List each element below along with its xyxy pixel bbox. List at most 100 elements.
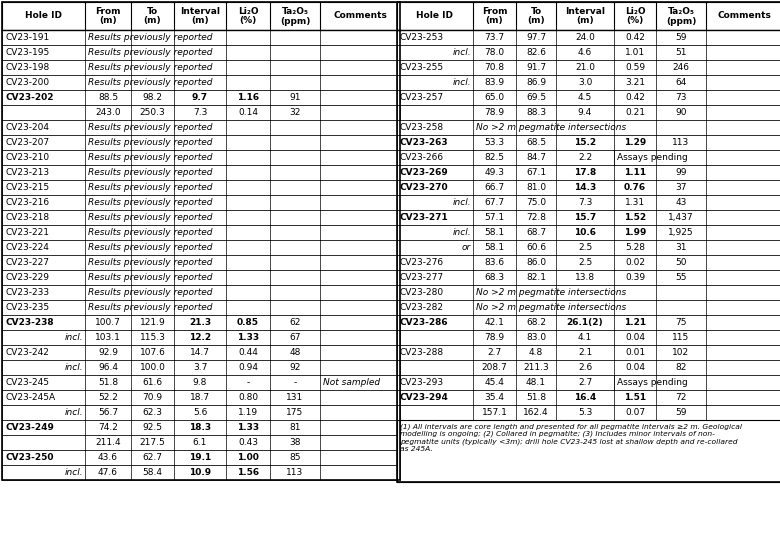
Text: 68.7: 68.7: [526, 228, 546, 237]
Text: 84.7: 84.7: [526, 153, 546, 162]
Text: Results previously reported: Results previously reported: [88, 153, 212, 162]
Text: 50: 50: [675, 258, 686, 267]
Text: CV23-200: CV23-200: [5, 78, 49, 87]
Text: 115: 115: [672, 333, 690, 342]
Text: incl.: incl.: [65, 408, 83, 417]
Text: 70.9: 70.9: [143, 393, 162, 402]
Text: (ppm): (ppm): [666, 17, 697, 26]
Text: 7.3: 7.3: [193, 108, 207, 117]
Text: Comments: Comments: [333, 12, 387, 20]
Text: 65.0: 65.0: [484, 93, 505, 102]
Text: 86.0: 86.0: [526, 258, 546, 267]
Text: Results previously reported: Results previously reported: [88, 213, 212, 222]
Text: 1.99: 1.99: [624, 228, 646, 237]
Bar: [397, 345, 780, 360]
Text: 72: 72: [675, 393, 686, 402]
Text: CV23-271: CV23-271: [400, 213, 448, 222]
Text: 83.6: 83.6: [484, 258, 505, 267]
Bar: [2, 270, 400, 285]
Bar: [397, 240, 780, 255]
Bar: [2, 75, 400, 90]
Text: 68.5: 68.5: [526, 138, 546, 147]
Text: CV23-293: CV23-293: [400, 378, 444, 387]
Text: 1.33: 1.33: [237, 333, 259, 342]
Text: CV23-227: CV23-227: [5, 258, 49, 267]
Text: 14.7: 14.7: [190, 348, 210, 357]
Text: (m): (m): [486, 17, 503, 26]
Text: 82.1: 82.1: [526, 273, 546, 282]
Text: 17.8: 17.8: [574, 168, 596, 177]
Text: 0.21: 0.21: [625, 108, 645, 117]
Text: 53.3: 53.3: [484, 138, 505, 147]
Bar: [397, 330, 780, 345]
Text: 1.31: 1.31: [625, 198, 645, 207]
Text: 1.33: 1.33: [237, 423, 259, 432]
Text: 81: 81: [289, 423, 301, 432]
Text: 107.6: 107.6: [140, 348, 165, 357]
Text: Results previously reported: Results previously reported: [88, 33, 212, 42]
Text: 2.5: 2.5: [578, 258, 592, 267]
Text: CV23-257: CV23-257: [400, 93, 444, 102]
Text: 0.04: 0.04: [625, 333, 645, 342]
Text: 115.3: 115.3: [140, 333, 165, 342]
Text: 0.42: 0.42: [625, 33, 645, 42]
Text: CV23-221: CV23-221: [5, 228, 49, 237]
Bar: [2, 195, 400, 210]
Text: 45.4: 45.4: [484, 378, 505, 387]
Text: CV23-253: CV23-253: [400, 33, 444, 42]
Text: 0.94: 0.94: [238, 363, 258, 372]
Bar: [397, 135, 780, 150]
Text: 3.0: 3.0: [578, 78, 592, 87]
Text: 59: 59: [675, 33, 686, 42]
Text: 49.3: 49.3: [484, 168, 505, 177]
Text: 14.3: 14.3: [574, 183, 596, 192]
Text: 9.4: 9.4: [578, 108, 592, 117]
Text: 91.7: 91.7: [526, 63, 546, 72]
Text: CV23-276: CV23-276: [400, 258, 444, 267]
Bar: [2, 60, 400, 75]
Text: 83.0: 83.0: [526, 333, 546, 342]
Text: 211.3: 211.3: [523, 363, 549, 372]
Text: 100.0: 100.0: [140, 363, 165, 372]
Text: 58.4: 58.4: [143, 468, 162, 477]
Text: 18.7: 18.7: [190, 393, 210, 402]
Text: Results previously reported: Results previously reported: [88, 228, 212, 237]
Bar: [397, 60, 780, 75]
Text: 88.3: 88.3: [526, 108, 546, 117]
Text: 13.8: 13.8: [575, 273, 595, 282]
Bar: [397, 75, 780, 90]
Bar: [2, 435, 400, 450]
Text: CV23-266: CV23-266: [400, 153, 444, 162]
Text: 0.76: 0.76: [624, 183, 646, 192]
Text: (%): (%): [626, 17, 644, 26]
Text: 4.1: 4.1: [578, 333, 592, 342]
Text: CV23-238: CV23-238: [5, 318, 54, 327]
Bar: [2, 210, 400, 225]
Text: 62.3: 62.3: [143, 408, 162, 417]
Text: 0.39: 0.39: [625, 273, 645, 282]
Text: 1.11: 1.11: [624, 168, 646, 177]
Bar: [2, 420, 400, 435]
Text: 18.3: 18.3: [189, 423, 211, 432]
Bar: [2, 330, 400, 345]
Text: 1,437: 1,437: [668, 213, 694, 222]
Bar: [397, 210, 780, 225]
Text: CV23-224: CV23-224: [5, 243, 49, 252]
Text: (m): (m): [144, 17, 161, 26]
Text: 62: 62: [289, 318, 300, 327]
Text: 211.4: 211.4: [95, 438, 121, 447]
Text: 6.1: 6.1: [193, 438, 207, 447]
Text: CV23-233: CV23-233: [5, 288, 49, 297]
Text: CV23-286: CV23-286: [400, 318, 448, 327]
Text: 0.42: 0.42: [625, 93, 645, 102]
Bar: [2, 255, 400, 270]
Text: To: To: [147, 7, 158, 17]
Text: 82.5: 82.5: [484, 153, 505, 162]
Text: 82.6: 82.6: [526, 48, 546, 57]
Text: 243.0: 243.0: [95, 108, 121, 117]
Text: Results previously reported: Results previously reported: [88, 78, 212, 87]
Text: 51: 51: [675, 48, 686, 57]
Bar: [397, 105, 780, 120]
Text: 1.19: 1.19: [238, 408, 258, 417]
Text: 67.7: 67.7: [484, 198, 505, 207]
